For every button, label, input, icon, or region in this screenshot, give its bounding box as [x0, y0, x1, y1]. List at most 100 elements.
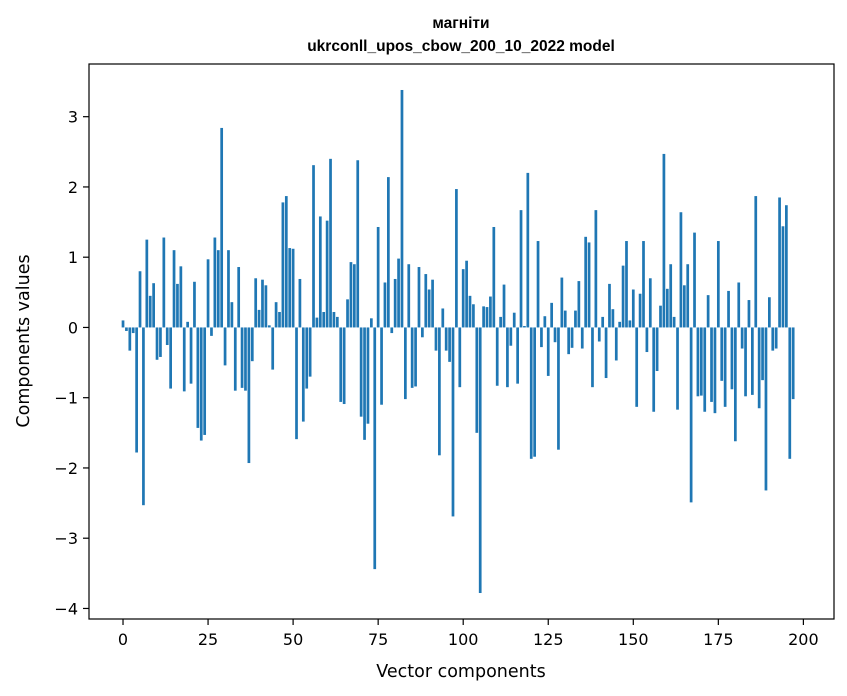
- bar: [298, 278, 302, 328]
- x-axis-ticks: 0 25 50 75 100 125 150 175 200: [118, 619, 819, 649]
- bar: [557, 327, 560, 450]
- bar: [597, 327, 601, 342]
- bar: [366, 327, 370, 424]
- bar: [441, 308, 445, 328]
- bar: [125, 327, 128, 331]
- bar: [577, 281, 581, 328]
- bar: [155, 327, 159, 360]
- bar: [621, 265, 625, 328]
- bar: [376, 226, 380, 328]
- bar: [567, 327, 571, 355]
- bar: [261, 279, 264, 328]
- bar: [689, 327, 693, 503]
- bar: [315, 317, 319, 328]
- bar: [162, 237, 166, 328]
- bar: [339, 327, 343, 402]
- bar: [553, 327, 557, 343]
- bar: [482, 306, 485, 328]
- x-tick-label: 150: [618, 630, 649, 649]
- bar: [237, 267, 241, 328]
- bar: [135, 327, 138, 453]
- bar: [322, 311, 326, 328]
- bar: [618, 321, 622, 328]
- bar: [682, 285, 686, 328]
- bar: [563, 310, 567, 328]
- bar: [516, 327, 519, 384]
- bar: [346, 299, 349, 328]
- bar: [288, 248, 292, 328]
- bar: [176, 283, 179, 328]
- bar: [152, 283, 155, 328]
- bar: [788, 327, 792, 459]
- bar: [631, 289, 635, 328]
- bar: [305, 327, 309, 389]
- y-tick-label: 1: [68, 248, 78, 267]
- bar: [434, 327, 438, 351]
- bar: [332, 311, 336, 328]
- bar: [213, 237, 217, 328]
- bar: [284, 196, 288, 328]
- bar: [431, 279, 434, 328]
- bar: [771, 327, 775, 351]
- bar: [179, 266, 183, 328]
- bar: [356, 160, 360, 328]
- bar: [744, 327, 747, 397]
- bar: [210, 327, 213, 336]
- bar: [363, 327, 366, 440]
- bar: [468, 295, 472, 328]
- bar: [764, 327, 768, 491]
- bar: [495, 327, 499, 386]
- bar: [369, 318, 373, 328]
- bar: [716, 241, 720, 328]
- bar: [142, 327, 145, 506]
- bar: [540, 327, 543, 348]
- bar: [591, 327, 594, 388]
- bar: [601, 316, 605, 328]
- bar: [774, 327, 778, 349]
- bar: [244, 327, 247, 391]
- bar: [519, 210, 523, 328]
- bar: [404, 327, 407, 400]
- bar: [472, 304, 475, 328]
- bar: [128, 327, 132, 351]
- bar: [604, 327, 608, 379]
- y-axis-ticks: −4 −3 −2 −1 0 1 2 3: [54, 108, 89, 618]
- bar: [281, 202, 285, 328]
- bar: [733, 327, 737, 442]
- bar: [220, 127, 224, 328]
- bar: [335, 316, 339, 328]
- bar: [475, 327, 479, 433]
- bar: [679, 212, 683, 328]
- y-tick-label: −3: [54, 529, 78, 548]
- bar: [506, 327, 509, 388]
- bar: [352, 264, 356, 328]
- bar: [186, 321, 190, 328]
- bar: [489, 296, 492, 328]
- bar: [642, 241, 645, 328]
- bar: [461, 269, 465, 328]
- bar: [580, 327, 584, 349]
- bar: [635, 327, 639, 407]
- bar: [761, 327, 764, 381]
- bar: [325, 220, 329, 328]
- bar: [574, 310, 577, 328]
- bar: [512, 312, 516, 328]
- bar: [383, 282, 387, 328]
- bar: [159, 327, 162, 357]
- bar: [781, 226, 785, 328]
- bar: [529, 327, 533, 459]
- bar: [349, 262, 353, 328]
- bar: [267, 325, 271, 328]
- bar: [414, 327, 417, 387]
- bar: [121, 320, 125, 328]
- bar: [247, 327, 251, 464]
- bar: [271, 327, 275, 370]
- bar: [458, 327, 462, 388]
- bar: [584, 236, 588, 328]
- bar: [502, 284, 506, 328]
- bar: [655, 327, 659, 372]
- bar: [216, 250, 220, 328]
- bar: [230, 302, 234, 328]
- bar: [451, 327, 455, 517]
- bar: [257, 309, 261, 328]
